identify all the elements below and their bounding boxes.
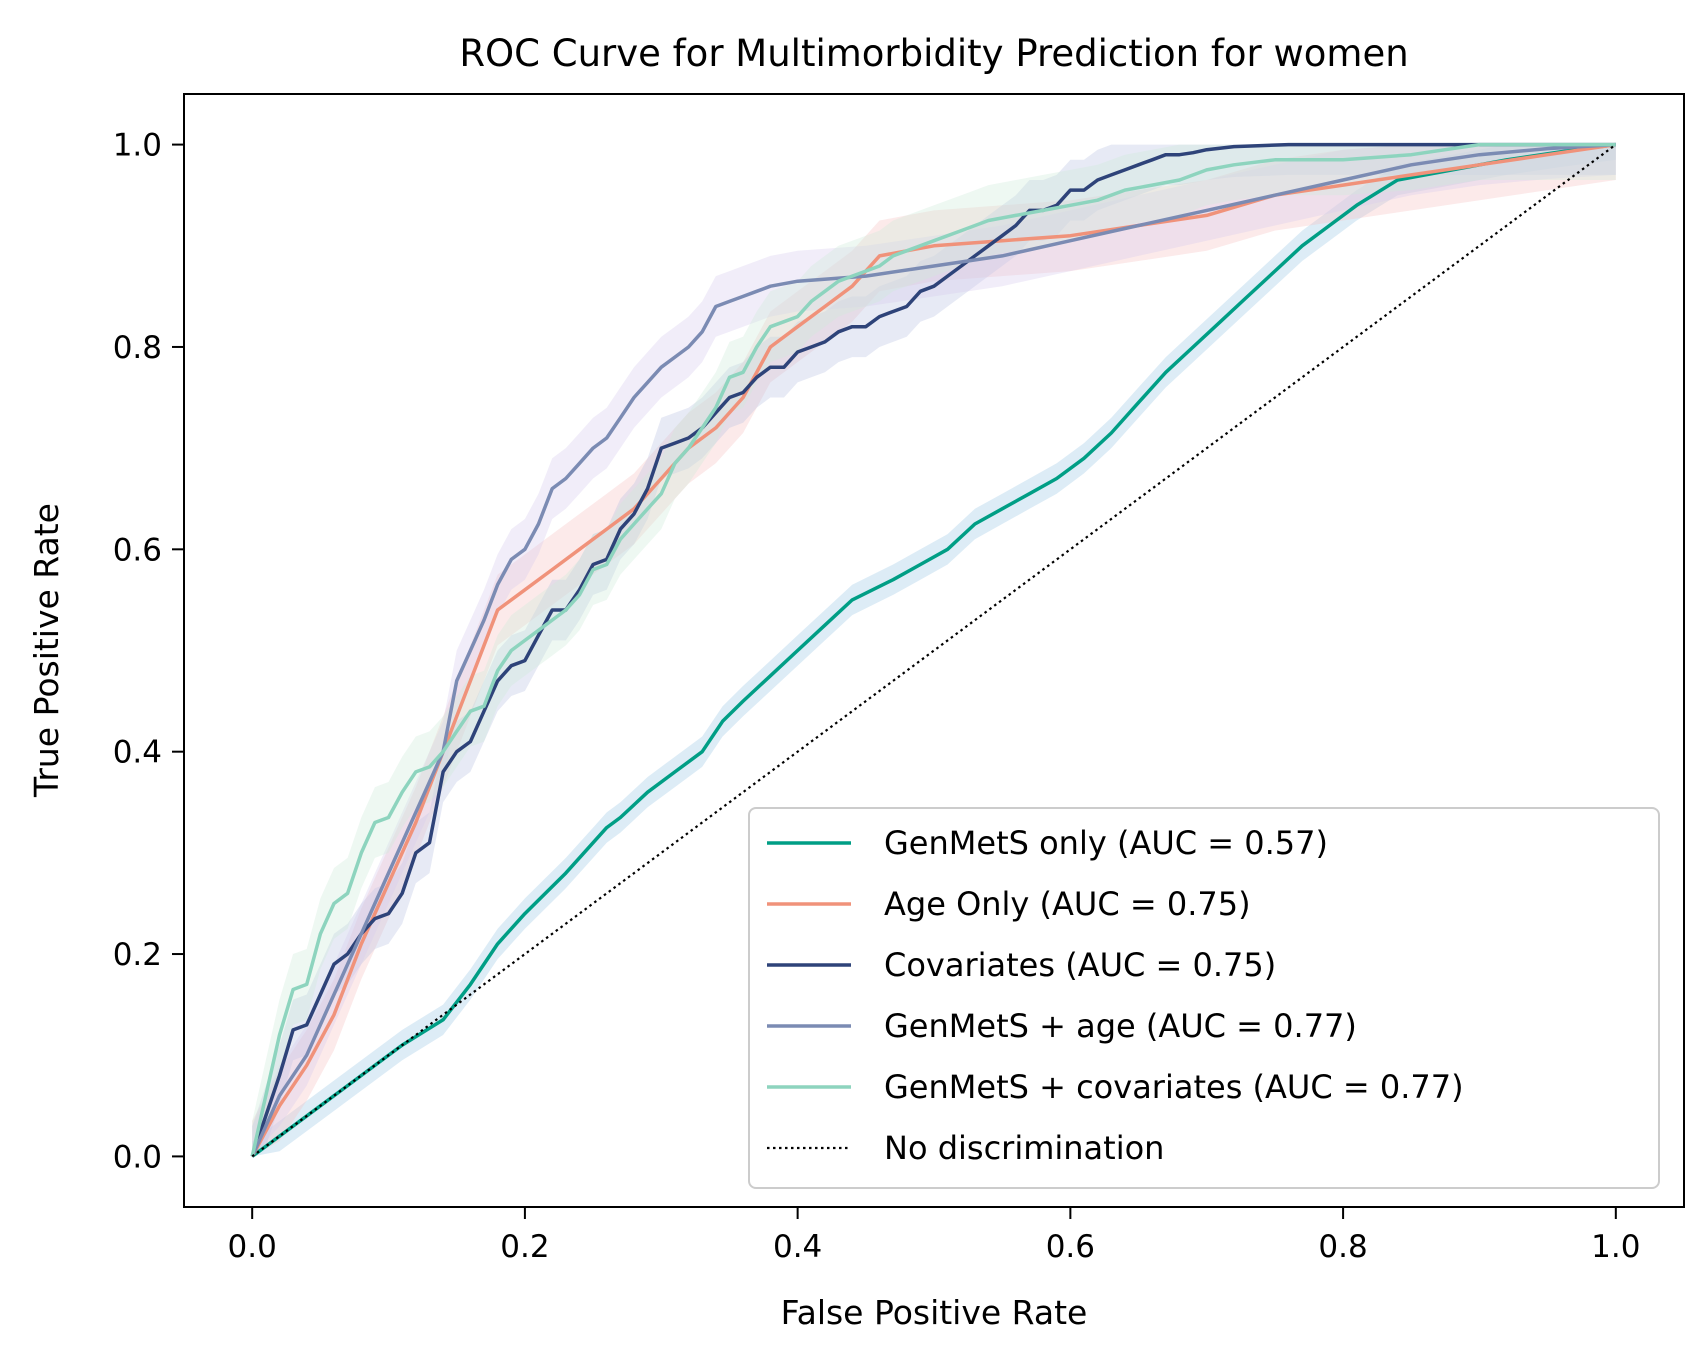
y-tick-label: 0.2 (113, 937, 162, 973)
y-axis-ticks: 0.0 0.2 0.4 0.6 0.8 1.0 (113, 128, 184, 1175)
legend-label-genmets-only-auc-0-57: GenMetS only (AUC = 0.57) (884, 824, 1328, 862)
x-tick-label: 0.8 (1318, 1229, 1367, 1265)
series-line-genmets-covariates-auc-0-77 (250, 142, 1616, 1157)
chart-title: ROC Curve for Multimorbidity Prediction … (459, 32, 1408, 75)
band-genmets-covariates-auc-0-77 (252, 144, 1616, 1157)
legend-label-genmets-age-auc-0-77: GenMetS + age (AUC = 0.77) (884, 1007, 1357, 1045)
legend-label-age-only-auc-0-75: Age Only (AUC = 0.75) (884, 885, 1251, 923)
legend: GenMetS only (AUC = 0.57) Age Only (AUC =… (748, 807, 1660, 1189)
x-axis-label: False Positive Rate (781, 1293, 1088, 1332)
series-line-no-discrimination (251, 143, 1617, 1158)
series-lines (250, 142, 1617, 1158)
y-axis-label: True Positive Rate (27, 503, 66, 798)
series-line-genmets-age-auc-0-77 (250, 142, 1616, 1158)
series-line-genmets-only-auc-0-57 (251, 142, 1617, 1158)
y-tick-label: 1.0 (113, 128, 162, 164)
y-tick-label: 0.8 (113, 330, 162, 366)
y-tick-label: 0.6 (113, 532, 162, 568)
legend-box (748, 807, 1660, 1189)
x-tick-label: 0.4 (773, 1229, 822, 1265)
y-tick-label: 0.4 (113, 735, 162, 771)
series-line-age-only-auc-0-75 (250, 142, 1617, 1158)
series-line-covariates-auc-0-75 (250, 142, 1616, 1157)
x-tick-label: 1.0 (1591, 1229, 1640, 1265)
x-axis-ticks: 0.0 0.2 0.4 0.6 0.8 1.0 (228, 1207, 1640, 1265)
legend-label-no-discrimination: No discrimination (884, 1129, 1164, 1167)
legend-label-covariates-auc-0-75: Covariates (AUC = 0.75) (884, 946, 1276, 984)
y-tick-label: 0.0 (113, 1139, 162, 1175)
plot-frame (183, 93, 1685, 1208)
legend-label-genmets-covariates-auc-0-77: GenMetS + covariates (AUC = 0.77) (884, 1068, 1464, 1106)
x-tick-label: 0.6 (1046, 1229, 1095, 1265)
x-tick-label: 0.0 (228, 1229, 277, 1265)
legend-entries: GenMetS only (AUC = 0.57) Age Only (AUC =… (767, 824, 1464, 1167)
band-covariates-auc-0-75 (252, 144, 1616, 1157)
x-tick-label: 0.2 (500, 1229, 549, 1265)
